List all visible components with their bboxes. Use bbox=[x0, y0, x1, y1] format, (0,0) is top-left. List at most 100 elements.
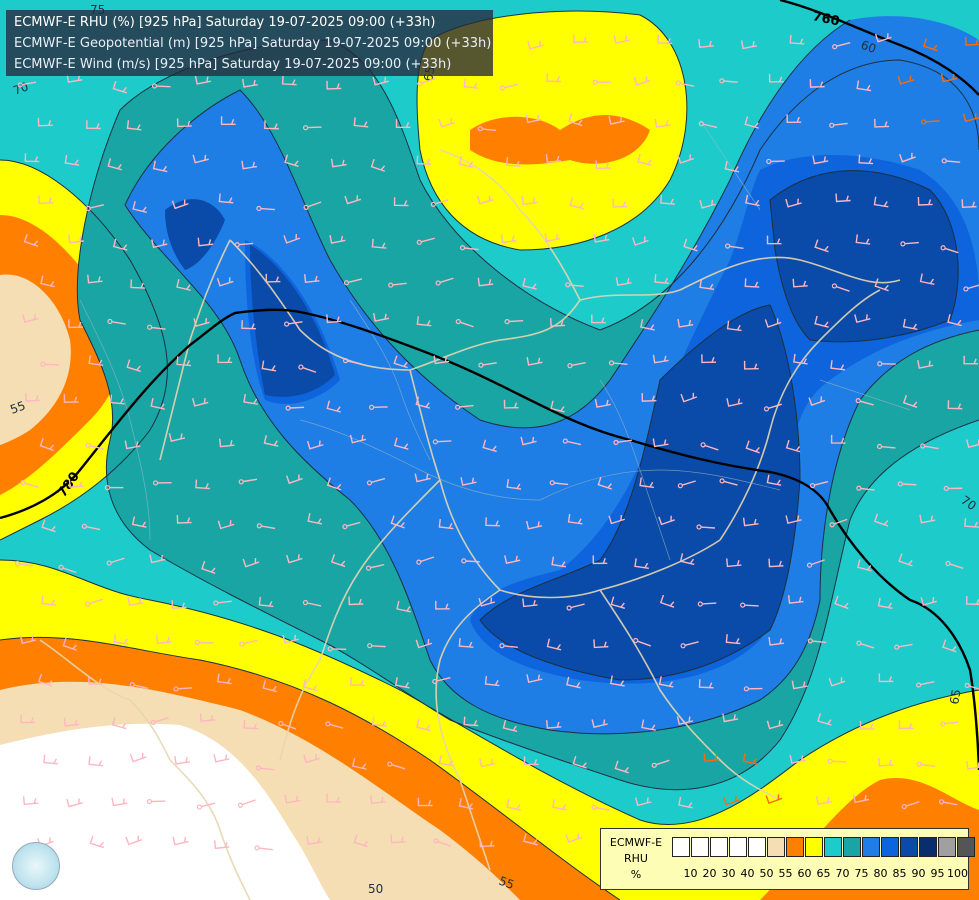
wind-barb-icon bbox=[919, 273, 935, 285]
wind-barb-icon bbox=[640, 319, 655, 331]
wind-barb-icon bbox=[327, 646, 347, 652]
wind-barb-icon bbox=[835, 193, 851, 203]
wind-barb-icon bbox=[303, 754, 320, 764]
wind-barb-icon bbox=[455, 318, 474, 328]
wind-barb-icon bbox=[572, 755, 587, 769]
wind-barb-icon bbox=[856, 485, 875, 491]
wind-barb-icon bbox=[151, 239, 168, 249]
wind-barb-icon bbox=[88, 355, 104, 366]
wind-barb-icon bbox=[25, 393, 41, 402]
legend-tick-label: 40 bbox=[740, 867, 755, 880]
wind-barb-icon bbox=[112, 80, 127, 94]
wind-barb-icon bbox=[551, 556, 567, 568]
wind-barb-icon bbox=[768, 636, 785, 646]
wind-barb-icon bbox=[766, 158, 785, 165]
geopotential-contours bbox=[0, 0, 979, 771]
wind-barb-icon bbox=[306, 836, 323, 846]
wind-barb-icon bbox=[482, 439, 497, 453]
legend-swatch bbox=[805, 837, 823, 857]
wind-barb-icon bbox=[897, 75, 915, 85]
wind-barb-icon bbox=[874, 33, 892, 43]
wind-barb-icon bbox=[458, 638, 474, 648]
wind-barb-icon bbox=[193, 317, 210, 327]
wind-barb-icon bbox=[85, 204, 104, 212]
wind-barb-icon bbox=[941, 158, 961, 164]
wind-barb-icon bbox=[856, 640, 875, 649]
wind-barb-icon bbox=[920, 596, 937, 606]
wind-barb-icon bbox=[764, 318, 782, 328]
wind-barb-icon bbox=[789, 755, 806, 764]
wind-barb-icon bbox=[89, 835, 105, 849]
wind-barb-icon bbox=[916, 681, 935, 688]
wind-barb-icon bbox=[740, 40, 757, 50]
wind-barb-icon bbox=[367, 643, 386, 649]
wind-barb-icon bbox=[111, 716, 127, 730]
wind-barb-icon bbox=[237, 799, 256, 808]
wind-barb-icon bbox=[330, 554, 346, 568]
wind-barb-icon bbox=[791, 680, 808, 690]
legend-tick-label: 80 bbox=[873, 867, 888, 880]
wind-barb-icon bbox=[124, 440, 141, 450]
wind-barb-icon bbox=[856, 80, 872, 92]
wind-barb-icon bbox=[634, 558, 649, 570]
ecmwf-logo-icon bbox=[12, 842, 60, 890]
wind-barb-icon bbox=[523, 833, 538, 846]
wind-barb-icon bbox=[500, 234, 517, 244]
rhu-band-navy-center bbox=[480, 305, 800, 680]
wind-barb-icon bbox=[126, 359, 141, 372]
wind-barb-icon bbox=[176, 356, 192, 367]
wind-barb-icon bbox=[855, 234, 871, 245]
wind-barb-icon bbox=[502, 719, 518, 733]
wind-barb-icon bbox=[416, 316, 432, 327]
wind-barb-icon bbox=[342, 358, 362, 365]
wind-barb-icon bbox=[479, 838, 495, 848]
wind-barb-icon bbox=[369, 404, 388, 410]
wind-barb-icon bbox=[283, 234, 301, 244]
wind-barb-icon bbox=[38, 673, 53, 687]
wind-barb-icon bbox=[195, 479, 210, 490]
wind-barb-icon bbox=[829, 518, 848, 528]
wind-barb-icon bbox=[396, 600, 411, 613]
wind-barb-icon bbox=[370, 158, 386, 172]
wind-barb-icon bbox=[637, 153, 652, 167]
legend-tick-label: 85 bbox=[892, 867, 907, 880]
wind-barb-icon bbox=[479, 758, 496, 768]
wind-barb-icon bbox=[809, 480, 829, 489]
wind-barb-icon bbox=[808, 396, 826, 406]
wind-barb-icon bbox=[192, 154, 209, 164]
wind-barb-icon bbox=[416, 237, 435, 245]
rhu-band-white-bottom bbox=[0, 723, 330, 900]
wind-barb-icon bbox=[742, 517, 759, 527]
wind-barb-icon bbox=[965, 595, 979, 605]
wind-barb-icon bbox=[654, 118, 671, 128]
rhu-band-navy-ne bbox=[770, 170, 959, 342]
wind-barb-icon bbox=[701, 354, 717, 364]
wind-barb-icon bbox=[463, 78, 479, 89]
wind-barb-icon bbox=[785, 515, 802, 525]
rhu-label-55-bottom: 55 bbox=[497, 874, 516, 892]
wind-barb-icon bbox=[478, 597, 496, 607]
wind-barb-icon bbox=[792, 278, 808, 288]
wind-barb-icon bbox=[171, 600, 187, 610]
wind-barb-icon bbox=[768, 73, 784, 83]
wind-barb-icon bbox=[264, 120, 279, 130]
wind-barb-icon bbox=[527, 40, 544, 50]
wind-barb-icon bbox=[153, 480, 172, 486]
wind-barb-icon bbox=[484, 675, 500, 687]
wind-barb-icon bbox=[478, 362, 497, 368]
wind-barb-icon bbox=[873, 196, 889, 208]
wind-barb-icon bbox=[766, 474, 782, 486]
legend-tick-label: 50 bbox=[759, 867, 774, 880]
wind-barb-icon bbox=[900, 241, 919, 247]
wind-barb-icon bbox=[477, 277, 494, 287]
wind-barb-icon bbox=[613, 439, 632, 446]
wind-barb-icon bbox=[261, 360, 277, 372]
wind-barb-icon bbox=[831, 283, 850, 292]
wind-barb-icon bbox=[417, 77, 436, 87]
legend-tick-label: 10 bbox=[683, 867, 698, 880]
legend-swatch bbox=[919, 837, 937, 857]
wind-barb-icon bbox=[722, 795, 740, 806]
wind-barb-icon bbox=[298, 364, 317, 373]
geopotential-label-760: 760 bbox=[811, 9, 841, 29]
title-wind: ECMWF-E Wind (m/s) [925 hPa] Saturday 19… bbox=[14, 57, 452, 72]
